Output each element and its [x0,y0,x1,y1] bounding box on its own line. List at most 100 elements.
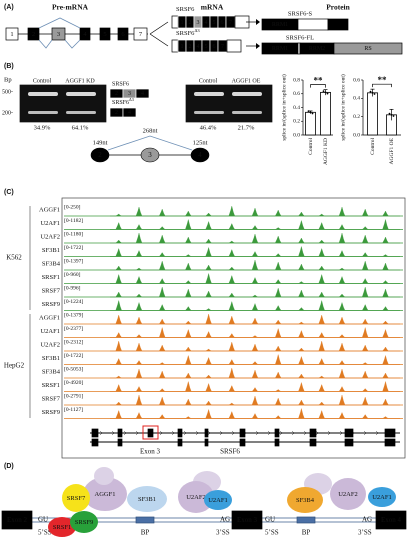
strand-arrow [123,430,127,436]
arrow [149,21,169,35]
gene-exon [384,428,396,438]
significance: ** [378,75,388,85]
exon-number: 2 [98,151,102,159]
isoform-name: SRSF6 [176,6,195,13]
bar [320,91,331,136]
x-tick-label: Control [308,138,314,155]
isoform-superscript: Δ3 [129,97,134,102]
protein-factor [62,484,90,512]
gene-exon [239,438,246,447]
isoform-name: SRSF6 [112,100,129,106]
x-tick-label: Control [370,138,376,155]
strand-arrow [315,430,319,436]
exon-number: 7 [139,31,143,38]
strand-arrow [255,430,259,436]
exon-number: 2 [189,44,192,50]
point [322,90,325,93]
strand-arrow [183,430,187,436]
arrow [149,33,169,47]
gene-exon [117,428,123,438]
coverage-track [110,246,400,257]
length-label: 149nt [93,139,108,146]
isoform-name: SRSF6 [176,30,195,37]
exon-number: 1 [181,20,184,26]
exon-number: 3 [128,91,131,97]
track-range: [0-1127] [64,407,83,413]
lane-label: AGGF1 OE [232,78,261,84]
coverage-track [110,340,400,352]
track-name: AGGF1 [39,206,60,213]
strand-arrow [219,430,223,436]
exon [5,27,19,41]
strand-arrow [99,430,103,436]
panel-label: (A) [4,4,14,11]
coverage-track [110,300,400,311]
coverage-track [110,327,400,338]
splice-site: GU [265,516,275,524]
domain-label: RRM1 [272,22,288,28]
utr [171,15,179,29]
protein-body [297,18,329,31]
track-range: [0-1397] [64,258,83,264]
track-name: SF3B4 [42,368,61,375]
exon [99,27,111,41]
track-name: SRSF7 [42,287,61,294]
domain [333,42,403,55]
exon-number: 3 [57,31,60,38]
x-tick-label: AGGF1 OE [389,137,395,164]
coverage-track [110,408,400,419]
exon-number: 6 [221,20,224,26]
strand-arrow [339,430,343,436]
y-axis-label: splice in/(splice in+splice out) [280,74,287,141]
strand-arrow [363,430,367,436]
gene-exon [239,428,246,438]
track-name: U2AF1 [40,328,60,335]
protein-factor [127,486,167,512]
x-tick-label: AGGF1 KD [323,138,329,165]
coverage-track [110,367,400,379]
strand-arrow [291,430,295,436]
exon [133,27,148,41]
protein-factor [204,490,232,510]
branch-point [135,516,155,524]
track-range: [0-4920] [64,380,83,386]
coverage-track [110,205,400,217]
exon-number: 5 [103,31,106,38]
track-name: SRSF7 [42,395,61,402]
exon-number: 3 [148,151,152,159]
splice-site: AG [220,516,230,524]
exon-number: 6 [213,44,216,50]
exon [51,27,66,41]
highlight-box [142,425,159,440]
coverage-track [110,232,400,244]
exon [135,88,150,99]
track-name: SF3B4 [42,260,61,267]
panel-label: (C) [4,189,14,196]
size-marker: 200- [2,110,13,116]
percent-label: 64.1% [72,124,89,131]
track-name: U2AF1 [40,220,60,227]
strand-arrow [279,430,283,436]
bp-label: Bp [4,76,12,83]
point [392,115,395,117]
gene-exon [177,438,183,447]
exon-number: 5 [213,20,216,26]
utr [226,39,242,53]
track-name: SRSF9 [42,409,60,416]
arrow-head [256,43,260,49]
lane-label: Control [33,78,52,84]
track-range: [0-5053] [64,366,83,372]
point [307,110,310,113]
point [326,92,329,95]
panel-label: (D) [4,463,14,470]
protein-factor [368,487,396,507]
gene-exon [117,438,123,447]
exon-number: 4 [83,31,87,38]
bp-label: BP [302,529,311,537]
splice-site: AG [362,516,372,524]
strand-arrow [195,430,199,436]
factor-label: SRSF1 [53,524,71,531]
decor [94,467,114,485]
exon-label: Exon 4 [381,516,402,524]
